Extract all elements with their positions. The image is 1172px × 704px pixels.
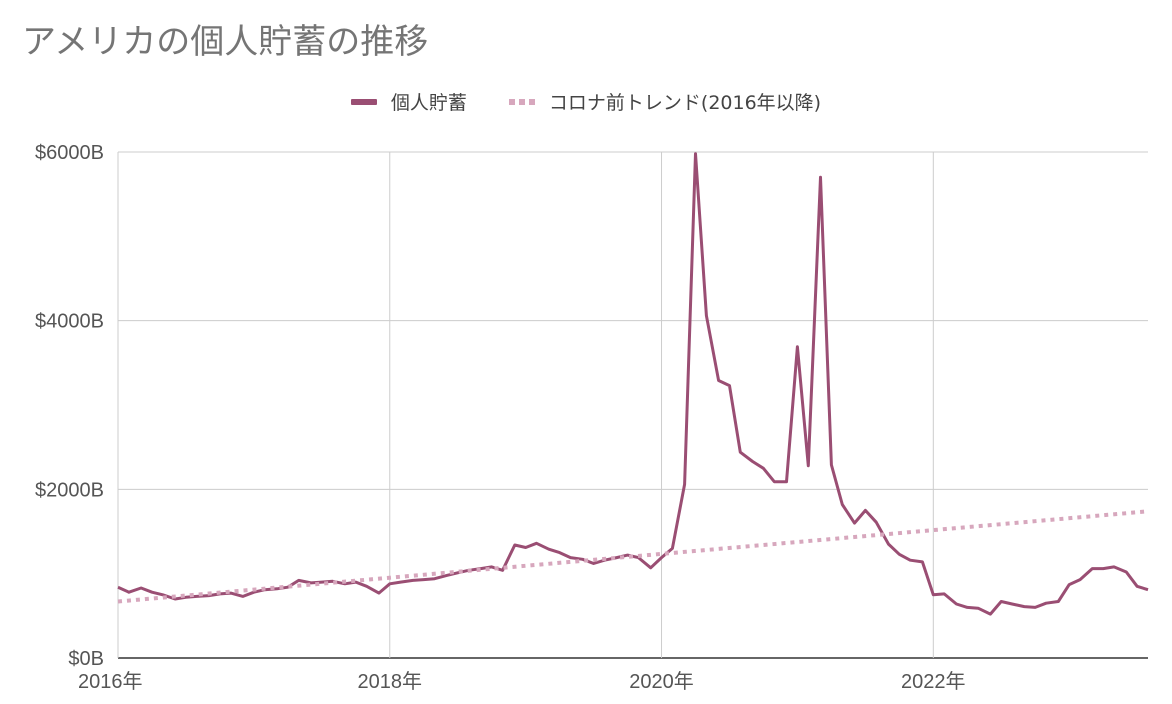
y-tick-label: $2000B [35, 479, 104, 501]
x-tick-label: 2016年 [78, 670, 143, 693]
x-tick-label: 2018年 [358, 670, 423, 693]
legend-item-trend: コロナ前トレンド(2016年以降) [508, 88, 822, 115]
chart-title: アメリカの個人貯蓄の推移 [22, 22, 429, 62]
x-tick-label: 2020年 [629, 670, 694, 693]
y-tick-label: $4000B [35, 311, 104, 333]
x-tick-label: 2022年 [901, 670, 966, 693]
legend-swatch-savings [350, 98, 377, 105]
legend-label-savings: 個人貯蓄 [390, 92, 467, 114]
legend-swatch-trend [508, 98, 535, 105]
trend-line [117, 509, 1149, 604]
y-tick-label: $0B [68, 648, 104, 670]
legend-label-trend: コロナ前トレンド(2016年以降) [548, 92, 822, 114]
y-tick-label: $6000B [35, 142, 104, 164]
legend: 個人貯蓄 コロナ前トレンド(2016年以降) [0, 88, 1172, 115]
legend-item-savings: 個人貯蓄 [350, 88, 467, 115]
savings-line [117, 152, 1149, 616]
